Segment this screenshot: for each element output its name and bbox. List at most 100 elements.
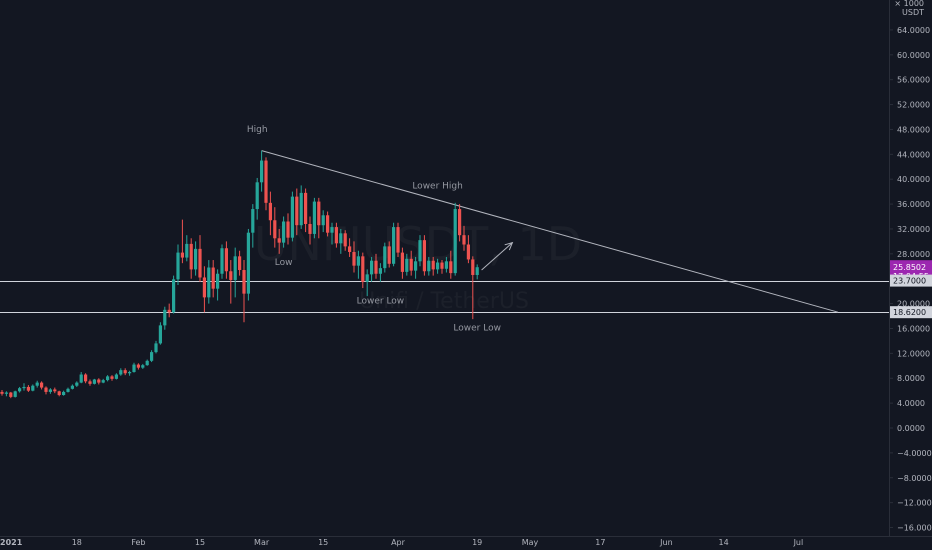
arrow-shaft xyxy=(481,242,513,271)
candle-body xyxy=(321,215,325,226)
y-tick-label: 32.0000 xyxy=(897,225,930,234)
candle xyxy=(110,375,114,381)
candle xyxy=(224,241,228,279)
y-tick-label: 40.0000 xyxy=(897,175,930,184)
candle-body xyxy=(88,381,92,384)
candle xyxy=(383,242,387,273)
symbol-watermark: UNFIUSDT, 1D Unifi / TetherUS xyxy=(254,217,582,314)
candle xyxy=(22,383,26,391)
candle-body xyxy=(330,227,334,233)
candle xyxy=(123,368,127,376)
candle-body xyxy=(224,248,228,272)
candle xyxy=(255,177,259,220)
candle xyxy=(251,204,255,248)
candle-body xyxy=(348,246,352,252)
candle-body xyxy=(220,248,224,274)
candle-body xyxy=(365,274,369,282)
candle-body xyxy=(62,391,66,396)
candle-body xyxy=(4,392,8,394)
candle xyxy=(79,372,83,384)
candle xyxy=(185,235,189,262)
candle xyxy=(97,378,101,385)
candle-body xyxy=(405,258,409,272)
candle xyxy=(277,228,281,254)
candle xyxy=(35,380,39,388)
candle xyxy=(352,241,356,273)
candle-body xyxy=(185,243,189,258)
candle xyxy=(458,204,462,242)
candle-body xyxy=(172,279,176,313)
x-tick-label: Mar xyxy=(254,538,270,547)
candle xyxy=(150,350,154,363)
candle-body xyxy=(136,364,140,368)
candle xyxy=(31,384,35,392)
x-tick-label: 15 xyxy=(318,538,328,547)
candle-body xyxy=(427,260,431,272)
time-axis[interactable]: 2021 18 Feb 15 Mar 15 Apr 19 May 17 Jun 14 Jul xyxy=(0,538,803,547)
candle xyxy=(356,250,360,279)
x-tick-label: 17 xyxy=(595,538,605,547)
y-tick-label: −16.0000 xyxy=(897,524,932,533)
candle-body xyxy=(308,223,312,234)
candle-body xyxy=(57,391,61,396)
x-tick-label: Apr xyxy=(391,538,406,547)
candle-body xyxy=(458,209,462,236)
candle-body xyxy=(295,196,299,226)
candle xyxy=(387,241,391,268)
candle-body xyxy=(44,387,48,392)
candle xyxy=(70,384,74,390)
trendlines xyxy=(261,150,839,313)
candle xyxy=(475,264,479,280)
candle xyxy=(119,368,123,376)
candle-body xyxy=(114,374,118,379)
candle-body xyxy=(361,256,365,282)
annotation-label: Lower Low xyxy=(357,297,405,307)
candle xyxy=(40,381,44,390)
candle xyxy=(431,256,435,276)
candle xyxy=(154,340,158,354)
candle xyxy=(260,150,264,192)
candle-body xyxy=(273,220,277,239)
y-tick-label: 16.0000 xyxy=(897,324,930,333)
candle-body xyxy=(449,261,453,274)
candle xyxy=(92,378,96,385)
candle xyxy=(172,275,176,314)
candle-body xyxy=(211,267,215,289)
candle xyxy=(436,258,440,274)
level-price-badge xyxy=(890,306,932,319)
candle-body xyxy=(189,243,193,270)
candle xyxy=(233,247,237,298)
candle xyxy=(343,230,347,251)
candle xyxy=(57,390,61,397)
level-price-value: 18.6200 xyxy=(893,308,926,317)
candle xyxy=(141,363,145,369)
candle xyxy=(246,228,250,301)
candle-body xyxy=(106,376,110,381)
y-tick-label: 20.0000 xyxy=(897,300,930,309)
x-tick-label: 18 xyxy=(72,538,82,547)
level-price-value: 23.7000 xyxy=(893,277,926,286)
candle xyxy=(229,260,233,304)
candle xyxy=(330,222,334,245)
candle-body xyxy=(268,202,272,221)
candle xyxy=(145,359,149,366)
candle xyxy=(396,222,400,257)
candle xyxy=(427,256,431,276)
watermark-name: Unifi / TetherUS xyxy=(359,289,529,314)
y-tick-label: −8.0000 xyxy=(897,474,932,483)
candle-body xyxy=(0,391,4,394)
candle-body xyxy=(180,252,184,258)
candle xyxy=(180,219,184,264)
candle xyxy=(128,370,132,376)
candle-body xyxy=(97,379,101,383)
candle-body xyxy=(229,271,233,280)
candle xyxy=(365,269,369,297)
candle-body xyxy=(440,262,444,269)
candle-body xyxy=(110,376,114,379)
annotation-label: High xyxy=(247,125,268,135)
y-tick-label: 0.0000 xyxy=(897,424,925,433)
candle xyxy=(414,256,418,279)
